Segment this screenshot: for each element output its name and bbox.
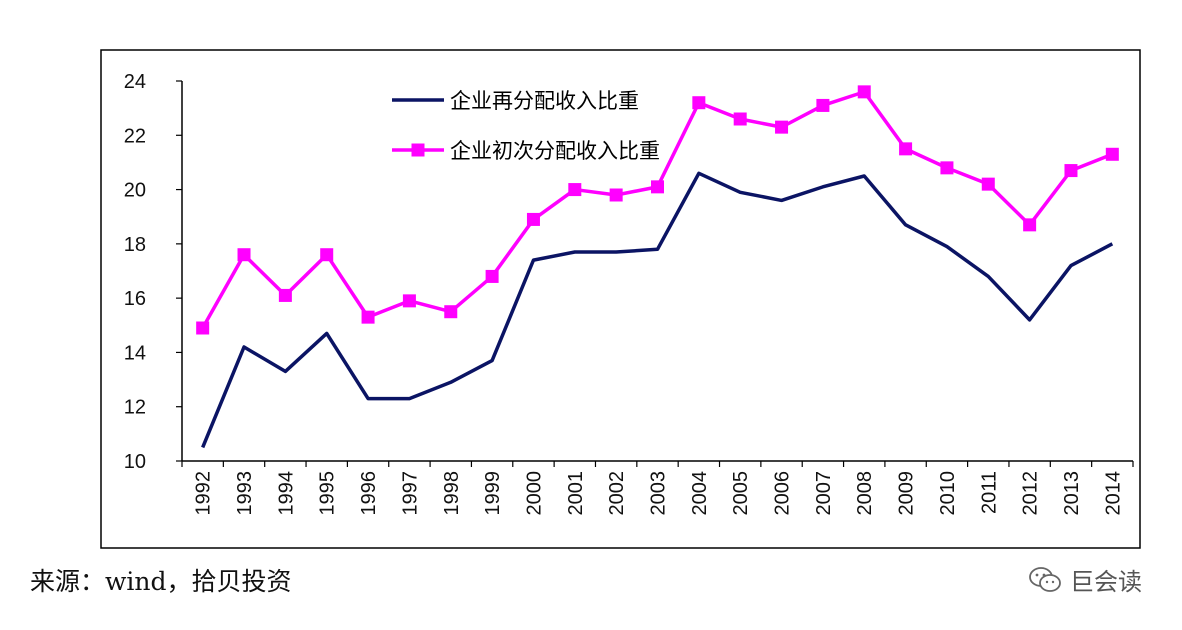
x-tick-label: 2013	[1061, 471, 1083, 516]
data-point	[940, 161, 954, 175]
data-point	[816, 98, 830, 112]
data-point	[733, 112, 747, 126]
watermark-text: 巨会读	[1070, 568, 1142, 596]
legend-marker	[411, 143, 425, 157]
x-tick-label: 2002	[606, 471, 628, 516]
x-tick-label: 1994	[275, 471, 297, 516]
data-point	[692, 96, 706, 110]
series-line	[201, 171, 1114, 449]
data-point	[402, 294, 416, 308]
x-tick-label: 2008	[854, 471, 876, 516]
data-point	[609, 188, 623, 202]
x-tick-label: 2014	[1102, 471, 1124, 516]
data-point	[1105, 147, 1119, 161]
data-point	[857, 85, 871, 99]
series-layer	[196, 85, 1119, 449]
watermark: 巨会读	[1028, 562, 1142, 597]
y-tick-label: 12	[124, 397, 146, 419]
data-point	[568, 183, 582, 197]
data-point	[1064, 164, 1078, 178]
data-point	[485, 269, 499, 283]
y-tick-label: 22	[124, 125, 146, 147]
data-point	[775, 120, 789, 134]
x-tick-label: 1992	[193, 471, 215, 516]
data-point	[196, 321, 210, 335]
source-caption: 来源：wind，拾贝投资	[30, 567, 292, 596]
series-2	[196, 85, 1119, 335]
y-axis-ticks: 10 12 14 16 18 20 22 24	[124, 71, 182, 473]
x-tick-label: 2005	[730, 471, 752, 516]
data-point	[237, 248, 251, 262]
data-point	[361, 310, 375, 324]
x-tick-label: 1996	[358, 471, 380, 516]
x-tick-label: 2012	[1020, 471, 1042, 516]
series-1	[201, 171, 1114, 449]
x-tick-label: 2003	[648, 471, 670, 516]
x-tick-label: 1998	[441, 471, 463, 516]
x-tick-label: 2006	[772, 471, 794, 516]
y-tick-label: 18	[124, 234, 146, 256]
x-tick-label: 2007	[813, 471, 835, 516]
x-axis-ticks: 1992 1993 1994 1995 1996 1997 1998 1999 2000 2001…	[181, 461, 1134, 516]
x-tick-label: 2009	[896, 471, 918, 516]
x-tick-label: 2001	[565, 471, 587, 516]
x-tick-label: 2010	[937, 471, 959, 516]
data-point	[278, 288, 292, 302]
legend-item: 企业初次分配收入比重	[392, 139, 660, 163]
x-tick-label: 1999	[482, 471, 504, 516]
data-point	[444, 305, 458, 319]
x-tick-label: 2000	[523, 471, 545, 516]
data-point	[981, 177, 995, 191]
legend-item: 企业再分配收入比重	[392, 89, 639, 113]
chart-frame	[100, 49, 1141, 549]
axes	[181, 81, 1133, 462]
x-tick-label: 1997	[399, 471, 421, 516]
y-tick-label: 24	[124, 71, 146, 93]
data-point	[651, 180, 664, 194]
x-tick-label: 1995	[317, 471, 339, 516]
data-point	[526, 212, 540, 226]
x-tick-label: 1993	[234, 471, 256, 516]
legend-label: 企业初次分配收入比重	[450, 139, 660, 163]
x-tick-label: 2004	[689, 471, 711, 516]
wechat-icon	[1029, 566, 1061, 592]
y-tick-label: 20	[124, 180, 146, 202]
data-point	[320, 248, 334, 262]
y-tick-label: 14	[124, 342, 146, 364]
y-tick-label: 10	[124, 451, 146, 473]
legend-label: 企业再分配收入比重	[450, 89, 639, 113]
y-tick-label: 16	[124, 288, 146, 310]
x-tick-label: 2011	[978, 471, 1000, 514]
data-point	[899, 142, 913, 156]
data-point	[1023, 218, 1037, 232]
